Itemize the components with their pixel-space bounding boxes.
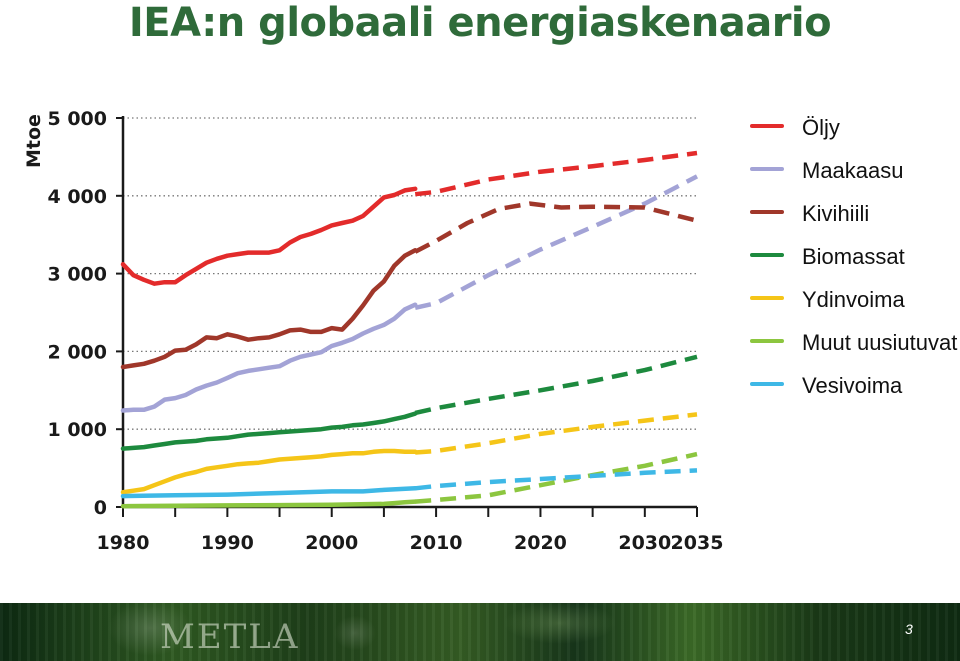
legend-label: Kivihiili	[802, 201, 870, 226]
legend-item: Muut uusiutuvat	[750, 331, 960, 374]
series-line-projection	[414, 150, 698, 197]
series-line-historical	[120, 499, 418, 509]
x-tick-label: 2030	[618, 532, 671, 554]
legend-label: Biomassat	[802, 244, 905, 269]
series-line-historical	[120, 486, 418, 499]
x-tick-label: 1980	[97, 532, 150, 554]
series-line-projection	[414, 174, 699, 310]
series-line-projection	[414, 354, 698, 416]
series-line-historical	[120, 186, 418, 286]
legend-swatch	[750, 382, 784, 386]
x-tick-label: 2010	[410, 532, 463, 554]
y-axis-label: Mtoe	[23, 114, 45, 168]
x-tick-label: 2020	[514, 532, 567, 554]
y-tick-label: 2 000	[48, 341, 108, 363]
legend-label: Öljy	[802, 116, 840, 140]
legend-label: Vesivoima	[802, 373, 903, 398]
series-line-historical	[120, 302, 418, 413]
slide-title: IEA:n globaali energiaskenaario	[128, 0, 832, 46]
legend-swatch	[750, 210, 784, 214]
legend-label: Ydinvoima	[802, 287, 905, 312]
y-tick-label: 0	[94, 497, 107, 519]
legend-swatch	[750, 167, 784, 171]
series-line-historical	[120, 411, 418, 451]
series-line-historical	[120, 248, 418, 370]
x-tick-label: 2000	[305, 532, 358, 554]
legend-swatch	[750, 253, 784, 257]
metla-logo: METLA	[160, 617, 300, 657]
legend-label: Maakaasu	[802, 158, 904, 183]
legend-label: Muut uusiutuvat	[802, 330, 958, 355]
legend-item: Biomassat	[750, 245, 960, 288]
y-tick-label: 3 000	[48, 264, 108, 286]
series-line-projection	[414, 468, 698, 491]
y-tick-label: 5 000	[48, 108, 108, 130]
x-tick-label: 1990	[201, 532, 254, 554]
legend-swatch	[750, 296, 784, 300]
slide-footer: METLA 3	[0, 603, 960, 661]
legend-item: Ydinvoima	[750, 288, 960, 331]
series-line-projection	[415, 412, 698, 455]
legend-item: Vesivoima	[750, 374, 960, 417]
series-line-projection	[415, 451, 698, 504]
legend-item: Öljy	[750, 116, 960, 159]
axis-layer: 0 1 000 2 000 3 000 4 000 5 000 1980 1990 2000 20…	[48, 108, 724, 554]
legend-swatch	[750, 124, 784, 128]
chart-legend: Öljy Maakaasu Kivihiili Biomassat Ydinvoima M…	[750, 116, 960, 417]
legend-swatch	[750, 339, 784, 343]
legend-item: Maakaasu	[750, 159, 960, 202]
page-number: 3	[905, 621, 913, 637]
series-line-projection	[414, 201, 698, 254]
x-tick-label: 2035	[671, 532, 724, 554]
grid-layer	[123, 117, 697, 430]
series-line-historical	[120, 448, 418, 495]
y-tick-label: 4 000	[48, 186, 108, 208]
series-layer	[120, 150, 699, 509]
y-tick-label: 1 000	[48, 419, 108, 441]
energy-scenario-chart: 0 1 000 2 000 3 000 4 000 5 000 1980 1990 2000 20…	[23, 108, 724, 554]
legend-item: Kivihiili	[750, 202, 960, 245]
